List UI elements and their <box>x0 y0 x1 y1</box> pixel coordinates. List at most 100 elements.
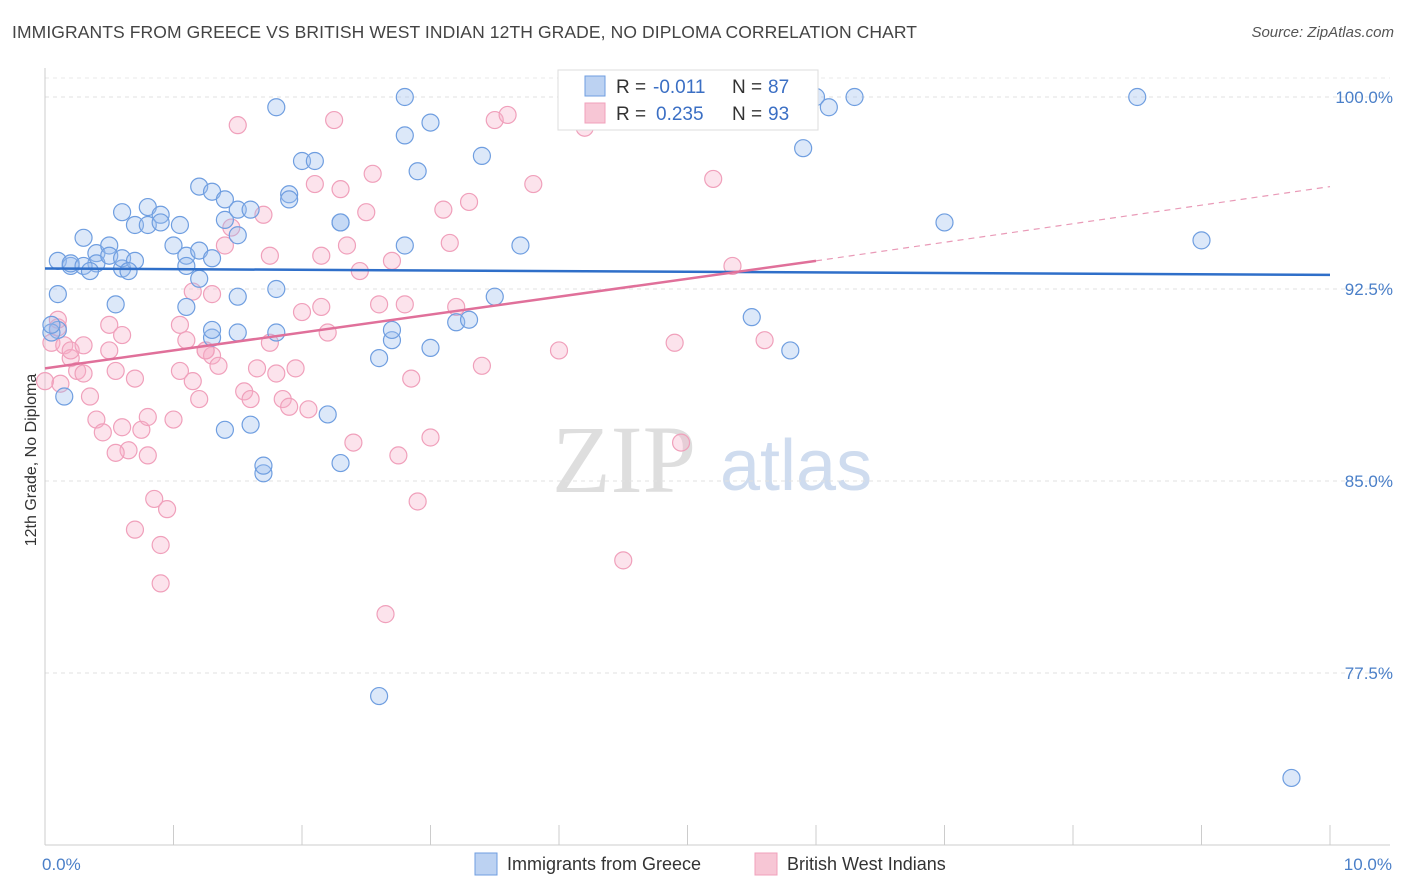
point-greece <box>228 200 247 219</box>
point-greece <box>267 98 286 117</box>
y-tick-label: 92.5% <box>1345 280 1393 299</box>
point-bwi <box>286 359 305 378</box>
bottom-legend-swatch-blue <box>474 852 498 876</box>
point-bwi <box>299 400 318 419</box>
point-bwi <box>325 110 344 130</box>
point-bwi <box>459 192 479 212</box>
point-greece <box>254 456 273 475</box>
point-greece <box>267 279 286 299</box>
point-greece <box>370 686 389 706</box>
point-greece <box>305 151 324 171</box>
point-greece <box>215 420 234 439</box>
point-greece <box>190 269 209 288</box>
point-greece <box>164 236 183 255</box>
point-greece <box>382 331 402 350</box>
point-bwi <box>434 200 453 219</box>
point-bwi <box>183 372 202 391</box>
point-greece <box>151 205 170 224</box>
point-greece <box>1282 768 1301 788</box>
legend-swatch-blue <box>584 75 606 97</box>
point-bwi <box>74 364 93 383</box>
point-greece <box>318 405 337 424</box>
legend-r-label-1: R = <box>616 77 646 98</box>
point-bwi <box>305 174 324 194</box>
point-greece <box>280 185 299 204</box>
trend-line-greece <box>44 267 1331 277</box>
point-bwi <box>370 295 389 314</box>
point-bwi <box>138 407 157 427</box>
point-bwi <box>228 116 247 135</box>
top-legend: R = -0.011 N = 87 R = 0.235 N = 93 <box>557 69 819 131</box>
point-bwi <box>440 233 459 253</box>
point-greece <box>292 151 312 171</box>
series-british-west-indians <box>35 100 774 624</box>
point-greece <box>395 126 414 145</box>
point-bwi <box>267 364 286 383</box>
point-bwi <box>145 489 164 509</box>
point-greece <box>421 338 440 357</box>
point-bwi <box>704 169 723 189</box>
point-bwi <box>247 359 267 378</box>
legend-n-value-1: 87 <box>768 77 789 98</box>
point-bwi <box>112 418 132 437</box>
point-greece <box>151 213 170 232</box>
point-greece <box>106 295 125 314</box>
legend-n-label-1: N = <box>732 77 762 98</box>
point-greece <box>202 249 222 268</box>
point-bwi <box>260 246 279 265</box>
point-bwi <box>125 520 145 539</box>
point-bwi <box>280 397 299 416</box>
point-bwi <box>209 356 228 375</box>
point-bwi <box>164 410 183 429</box>
point-bwi <box>170 315 190 334</box>
legend-swatch-pink <box>584 102 606 124</box>
point-greece <box>228 287 247 306</box>
point-greece <box>215 210 234 229</box>
point-bwi <box>344 433 363 452</box>
y-tick-label: 100.0% <box>1335 88 1393 107</box>
point-greece <box>112 203 132 222</box>
axes: 100.0% 92.5% 85.0% 77.5% 0.0% 10.0% <box>42 68 1393 874</box>
point-bwi <box>363 164 382 183</box>
point-greece <box>459 310 479 329</box>
point-greece <box>472 146 491 165</box>
point-greece <box>421 113 440 132</box>
point-bwi <box>157 500 177 519</box>
point-bwi <box>755 331 774 350</box>
point-greece <box>80 261 100 281</box>
point-bwi <box>421 428 440 447</box>
point-bwi <box>614 551 633 570</box>
point-bwi <box>312 297 331 317</box>
point-greece <box>781 341 800 360</box>
point-greece <box>370 349 389 368</box>
point-bwi <box>292 302 312 322</box>
point-greece <box>100 236 119 255</box>
legend-r-value-2: 0.235 <box>656 104 704 125</box>
point-greece <box>177 256 196 276</box>
point-bwi <box>382 251 402 270</box>
point-greece <box>408 162 427 181</box>
point-greece <box>1128 87 1147 107</box>
point-greece <box>845 87 864 107</box>
point-greece <box>55 387 74 406</box>
point-greece <box>42 315 61 334</box>
bottom-legend-swatch-pink <box>754 852 778 876</box>
grid-lines <box>45 77 1390 674</box>
x-tick-label: 0.0% <box>42 855 81 874</box>
point-bwi <box>241 389 260 409</box>
point-greece <box>241 415 260 434</box>
point-bwi <box>74 336 93 355</box>
point-bwi <box>331 180 350 199</box>
chart-source: Source: ZipAtlas.com <box>1251 24 1394 41</box>
point-bwi <box>202 285 222 304</box>
point-bwi <box>318 323 337 342</box>
point-bwi <box>723 256 742 276</box>
point-bwi <box>125 369 145 388</box>
point-greece <box>125 215 145 235</box>
point-bwi <box>472 356 491 375</box>
point-bwi <box>402 369 421 388</box>
point-greece <box>170 215 190 235</box>
point-bwi <box>389 446 408 465</box>
point-greece <box>74 228 93 247</box>
